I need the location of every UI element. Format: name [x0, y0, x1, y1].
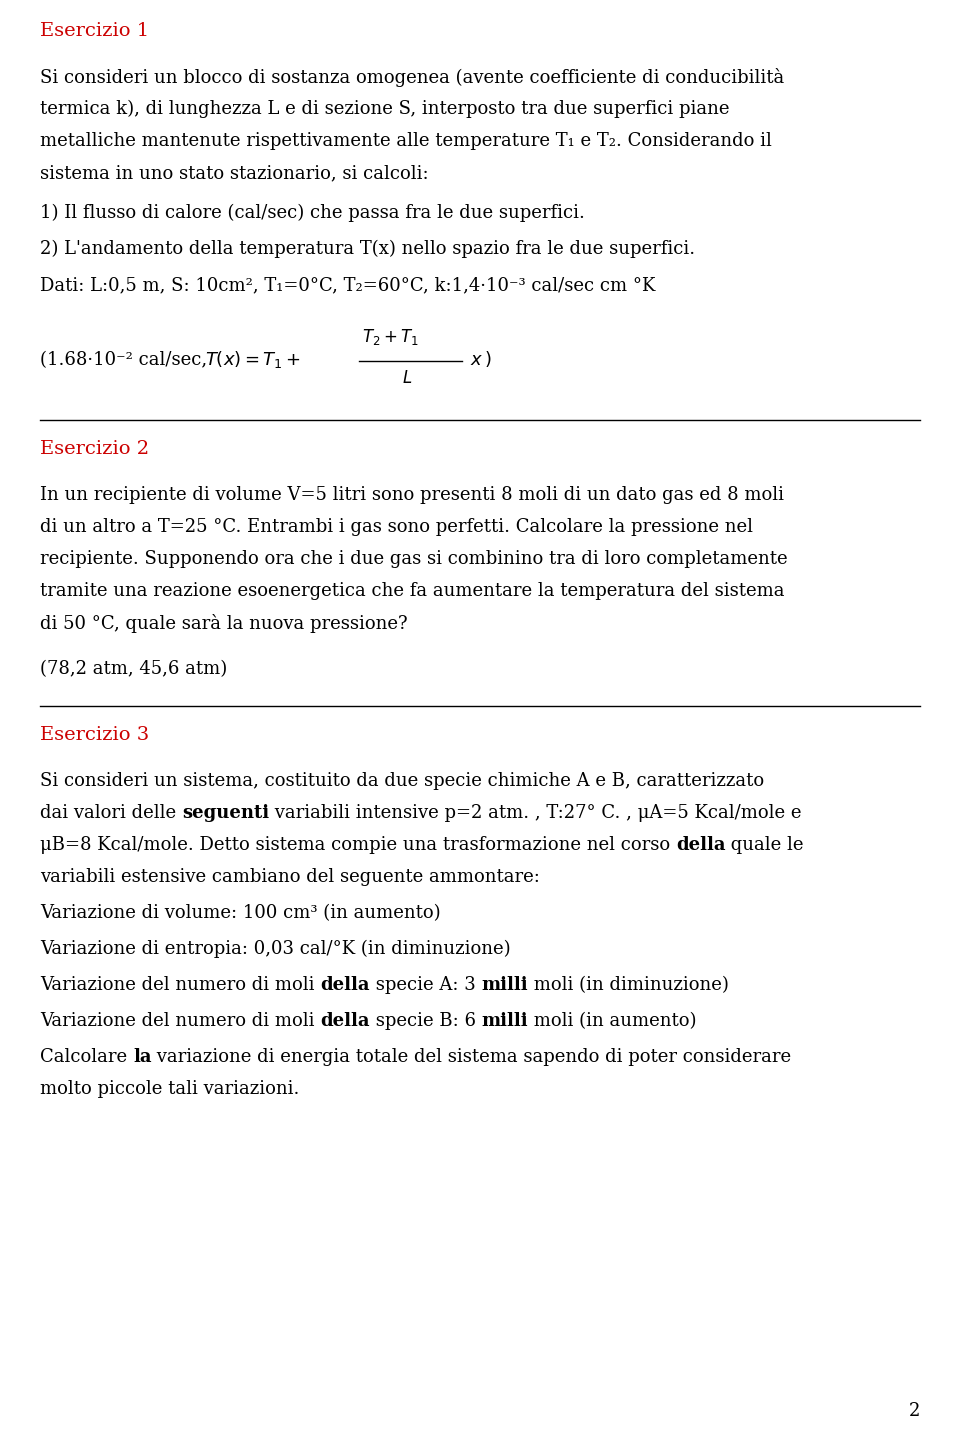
Text: quale le: quale le	[726, 837, 804, 854]
Text: variabili estensive cambiano del seguente ammontare:: variabili estensive cambiano del seguent…	[40, 868, 540, 886]
Text: Si consideri un sistema, costituito da due specie chimiche A e B, caratterizzato: Si consideri un sistema, costituito da d…	[40, 772, 764, 791]
Text: Variazione di entropia: 0,03 cal/°K (in diminuzione): Variazione di entropia: 0,03 cal/°K (in …	[40, 940, 511, 958]
Text: Esercizio 1: Esercizio 1	[40, 22, 149, 40]
Text: (78,2 atm, 45,6 atm): (78,2 atm, 45,6 atm)	[40, 660, 228, 678]
Text: 2: 2	[908, 1403, 920, 1420]
Text: di un altro a T=25 °C. Entrambi i gas sono perfetti. Calcolare la pressione nel: di un altro a T=25 °C. Entrambi i gas so…	[40, 518, 753, 536]
Text: Variazione di volume: 100 cm³ (in aumento): Variazione di volume: 100 cm³ (in aument…	[40, 904, 441, 922]
Text: sistema in uno stato stazionario, si calcoli:: sistema in uno stato stazionario, si cal…	[40, 164, 428, 181]
Text: di 50 °C, quale sarà la nuova pressione?: di 50 °C, quale sarà la nuova pressione?	[40, 613, 408, 634]
Text: tramite una reazione esoenergetica che fa aumentare la temperatura del sistema: tramite una reazione esoenergetica che f…	[40, 582, 784, 600]
Text: 1) Il flusso di calore (cal/sec) che passa fra le due superfici.: 1) Il flusso di calore (cal/sec) che pas…	[40, 204, 585, 222]
Text: milli: milli	[482, 1012, 528, 1030]
Text: Esercizio 2: Esercizio 2	[40, 441, 149, 458]
Text: Variazione del numero di moli: Variazione del numero di moli	[40, 976, 321, 994]
Text: variazione di energia totale del sistema sapendo di poter considerare: variazione di energia totale del sistema…	[152, 1048, 791, 1066]
Text: termica k), di lunghezza L e di sezione S, interposto tra due superfici piane: termica k), di lunghezza L e di sezione …	[40, 99, 730, 118]
Text: la: la	[132, 1048, 152, 1066]
Text: specie A: 3: specie A: 3	[370, 976, 481, 994]
Text: μB=8 Kcal/mole. Detto sistema compie una trasformazione nel corso: μB=8 Kcal/mole. Detto sistema compie una…	[40, 837, 676, 854]
Text: milli: milli	[481, 976, 528, 994]
Text: Variazione del numero di moli: Variazione del numero di moli	[40, 1012, 321, 1030]
Text: (1.68·10⁻² cal/sec,: (1.68·10⁻² cal/sec,	[40, 351, 219, 369]
Text: seguenti: seguenti	[181, 804, 269, 822]
Text: dai valori delle: dai valori delle	[40, 804, 181, 822]
Text: moli (in aumento): moli (in aumento)	[528, 1012, 697, 1030]
Text: variabili intensive p=2 atm. , T:27° C. , μA=5 Kcal/mole e: variabili intensive p=2 atm. , T:27° C. …	[269, 804, 802, 822]
Text: $T_2 + T_1$: $T_2 + T_1$	[362, 327, 419, 347]
Text: della: della	[676, 837, 726, 854]
Text: Dati: L:0,5 m, S: 10cm², T₁=0°C, T₂=60°C, k:1,4·10⁻³ cal/sec cm °K: Dati: L:0,5 m, S: 10cm², T₁=0°C, T₂=60°C…	[40, 276, 656, 294]
Text: della: della	[321, 1012, 370, 1030]
Text: $L$: $L$	[402, 369, 412, 387]
Text: Esercizio 3: Esercizio 3	[40, 726, 149, 744]
Text: In un recipiente di volume V=5 litri sono presenti 8 moli di un dato gas ed 8 mo: In un recipiente di volume V=5 litri son…	[40, 487, 784, 504]
Text: Calcolare: Calcolare	[40, 1048, 132, 1066]
Text: $x\,)$: $x\,)$	[470, 348, 492, 369]
Text: specie B: 6: specie B: 6	[370, 1012, 482, 1030]
Text: metalliche mantenute rispettivamente alle temperature T₁ e T₂. Considerando il: metalliche mantenute rispettivamente all…	[40, 132, 772, 150]
Text: molto piccole tali variazioni.: molto piccole tali variazioni.	[40, 1080, 300, 1097]
Text: Si consideri un blocco di sostanza omogenea (avente coefficiente di conducibilit: Si consideri un blocco di sostanza omoge…	[40, 68, 784, 86]
Text: recipiente. Supponendo ora che i due gas si combinino tra di loro completamente: recipiente. Supponendo ora che i due gas…	[40, 550, 787, 567]
Text: 2) L'andamento della temperatura T(x) nello spazio fra le due superfici.: 2) L'andamento della temperatura T(x) ne…	[40, 240, 695, 258]
Text: della: della	[321, 976, 370, 994]
Text: $T(x) = T_1 + $: $T(x) = T_1 + $	[205, 348, 300, 370]
Text: moli (in diminuzione): moli (in diminuzione)	[528, 976, 729, 994]
